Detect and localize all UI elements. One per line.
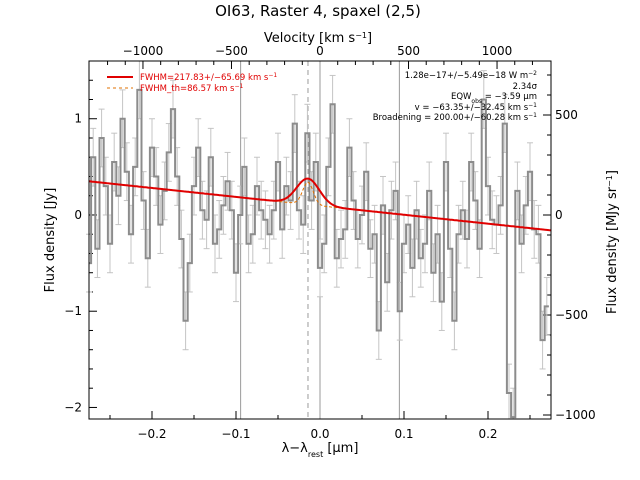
legend-instrument-sup: −1 <box>234 83 243 90</box>
y-tick-label: 0 <box>74 208 82 222</box>
annotation-eqw: EQWobs = −3.59 μm <box>451 92 537 105</box>
legend-fit-label: FWHM=217.83+/−65.69 km s−1 <box>140 72 277 84</box>
right-ticks: −1000 −500 0 500 <box>543 74 596 422</box>
legend-fit-main: FWHM=217.83+/−65.69 km s <box>140 73 269 83</box>
annotation-significance-main: 2.34σ <box>513 82 538 92</box>
top-tick-label: −1000 <box>123 44 164 58</box>
annotation-velocity-sup: −1 <box>528 102 537 109</box>
right-axis-label-sup: −1 <box>605 175 614 187</box>
top-tick-label: −500 <box>215 44 248 58</box>
annotation-flux: 1.28e−17+/−5.49e−18 W m−2 <box>405 70 537 82</box>
annotations: 1.28e−17+/−5.49e−18 W m−2 2.34σ EQWobs =… <box>373 70 538 124</box>
bottom-ticks: −0.2 −0.1 0.0 0.1 0.2 <box>109 411 531 441</box>
top-axis-label-sup: −1 <box>355 31 367 40</box>
legend-instrument-label: FWHM_th=86.57 km s−1 <box>140 83 244 95</box>
x-tick-label: 0.2 <box>478 427 497 441</box>
annotation-eqw-end: = −3.59 μm <box>482 92 537 102</box>
annotation-broadening-sup: −1 <box>528 112 537 119</box>
annotation-significance: 2.34σ <box>513 82 538 92</box>
y-tick-label: −1 <box>64 304 82 318</box>
legend-fit-sup: −1 <box>268 72 277 79</box>
chart-title: OI63, Raster 4, spaxel (2,5) <box>215 2 421 20</box>
right-tick-label: −1000 <box>555 408 596 422</box>
y-tick-label: 1 <box>74 112 82 126</box>
annotation-broadening: Broadening = 200.00+/−60.28 km s−1 <box>373 112 537 124</box>
legend: FWHM=217.83+/−65.69 km s−1 FWHM_th=86.57… <box>107 72 277 95</box>
x-axis-label: λ−λrest [μm] <box>282 441 359 459</box>
x-tick-label: 0.0 <box>310 427 329 441</box>
annotation-velocity: v = −63.35+/−32.45 km s−1 <box>415 102 538 114</box>
right-axis-label-main: Flux density [MJy sr <box>605 186 620 314</box>
left-ticks: −2 −1 0 1 <box>64 79 97 414</box>
annotation-broadening-main: Broadening = 200.00+/−60.28 km s <box>373 113 529 123</box>
right-axis-label-end: ] <box>605 170 620 175</box>
annotation-flux-main: 1.28e−17+/−5.49e−18 W m <box>405 71 528 81</box>
top-tick-label: 500 <box>397 44 420 58</box>
right-tick-label: −500 <box>555 308 588 322</box>
annotation-eqw-sub: obs <box>471 98 482 105</box>
plot-frame <box>88 60 552 420</box>
top-axis-label-main: Velocity [km s <box>264 31 356 46</box>
top-axis-label: Velocity [km s−1] <box>264 31 372 47</box>
right-tick-label: 500 <box>555 108 578 122</box>
instrumental-component-line <box>274 181 342 209</box>
annotation-velocity-main: v = −63.35+/−32.45 km s <box>415 103 529 113</box>
annotation-eqw-main: EQW <box>451 92 472 102</box>
legend-instrument-main: FWHM_th=86.57 km s <box>140 84 235 94</box>
y-tick-label: −2 <box>64 400 82 414</box>
top-tick-label: 1000 <box>482 44 513 58</box>
fit-line <box>88 177 552 232</box>
x-axis-label-sub: rest <box>308 450 323 459</box>
annotation-flux-sup: −2 <box>528 70 537 77</box>
top-axis-label-end: ] <box>367 31 372 46</box>
right-axis-label: Flux density [MJy sr−1] <box>605 170 621 314</box>
x-tick-label: −0.2 <box>137 427 166 441</box>
top-ticks: −1000 −500 0 500 1000 <box>107 44 533 69</box>
y-axis-label: Flux density [Jy] <box>43 188 58 293</box>
x-tick-label: 0.1 <box>394 427 413 441</box>
data-step-line <box>89 88 549 419</box>
right-tick-label: 0 <box>555 208 563 222</box>
x-axis-label-unit: [μm] <box>323 441 358 456</box>
top-tick-label: 0 <box>316 44 324 58</box>
x-tick-label: −0.1 <box>221 427 250 441</box>
x-axis-label-main: λ−λ <box>282 441 309 456</box>
